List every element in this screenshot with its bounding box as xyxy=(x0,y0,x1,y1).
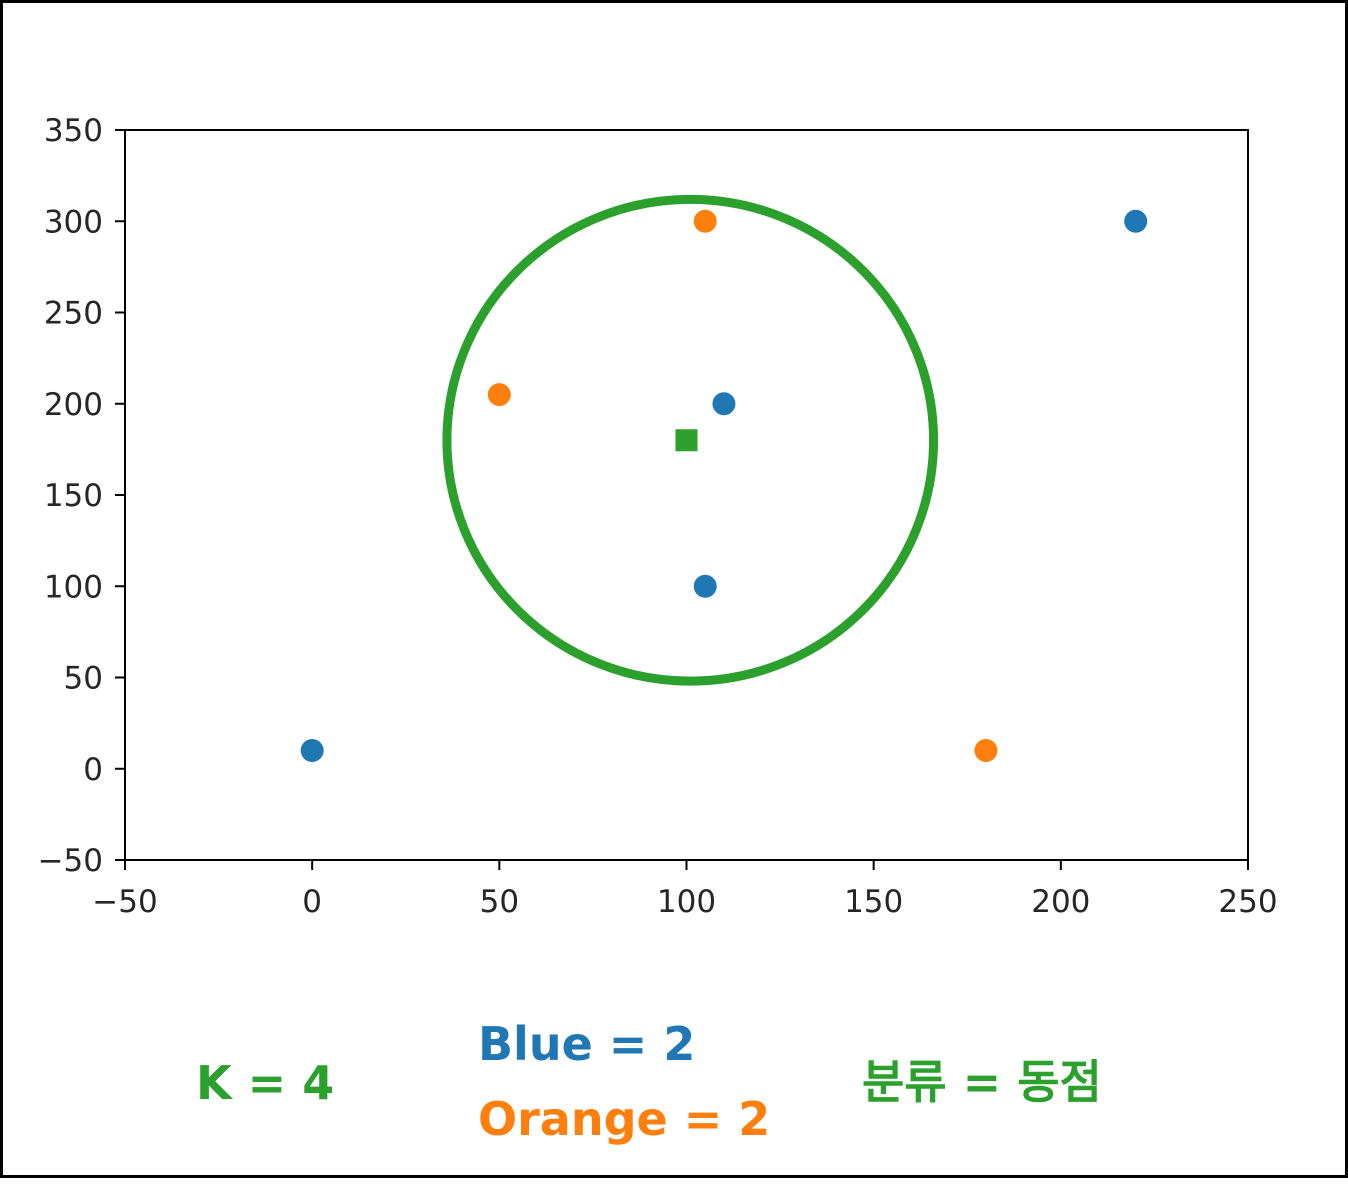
data-points xyxy=(300,194,1148,762)
data-point-series-0-1 xyxy=(712,392,736,416)
y-tick-label: 150 xyxy=(44,478,103,514)
x-tick-label: 0 xyxy=(302,884,322,920)
plot-area xyxy=(125,130,1248,860)
y-tick-label: −50 xyxy=(38,843,103,879)
y-tick-label: 100 xyxy=(44,569,103,605)
y-tick-label: 200 xyxy=(44,387,103,423)
y-tick-label: 350 xyxy=(44,113,103,149)
k-value-label: K = 4 xyxy=(196,1056,334,1110)
data-point-series-0-3 xyxy=(1124,209,1148,233)
x-tick-label: 150 xyxy=(844,884,903,920)
y-tick-label: 250 xyxy=(44,296,103,332)
classification-result-label: 분류 = 동점 xyxy=(862,1055,1102,1109)
neighborhood-circle xyxy=(442,194,939,686)
data-point-series-1-2 xyxy=(974,739,998,762)
data-point-series-1-1 xyxy=(693,209,717,233)
y-tick-label: 300 xyxy=(44,204,103,240)
plot-background xyxy=(125,130,1248,860)
x-tick-label: 250 xyxy=(1218,884,1277,920)
x-tick-label: 200 xyxy=(1031,884,1090,920)
axes: −50 0 50 100 150 200 250 −50 0 50 100 150 200 250 300 3… xyxy=(38,113,1278,920)
data-point-series-0-2 xyxy=(693,574,717,598)
data-point-series-0-0 xyxy=(300,739,324,762)
y-tick-label: 0 xyxy=(83,752,103,788)
orange-count-label: Orange = 2 xyxy=(478,1092,770,1146)
x-tick-label: 50 xyxy=(480,884,519,920)
x-tick-label: 100 xyxy=(657,884,716,920)
blue-count-label: Blue = 2 xyxy=(478,1017,695,1071)
data-point-series-1-0 xyxy=(487,383,511,407)
query-point-marker xyxy=(675,429,698,452)
y-tick-label: 50 xyxy=(64,661,103,697)
x-tick-label: −50 xyxy=(92,884,157,920)
